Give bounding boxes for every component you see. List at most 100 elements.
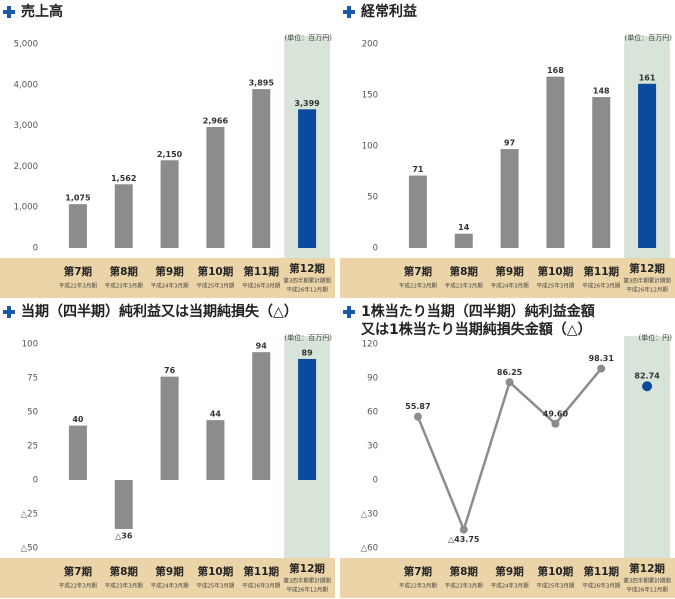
y-tick-label: 0 — [373, 244, 378, 254]
value-label: 97 — [504, 139, 515, 148]
x-tick-label: 第7期 — [64, 565, 92, 578]
x-tick-label: 第8期 — [110, 265, 138, 278]
x-tick-label: 第9期 — [495, 565, 523, 578]
x-tick-label: 第8期 — [450, 265, 478, 278]
point — [642, 381, 653, 392]
period-label: 平成25年3月期 — [536, 282, 574, 290]
period-label: 平成24年3月期 — [491, 282, 529, 290]
value-label: 168 — [547, 66, 564, 75]
chart-title: 売上高 — [21, 3, 63, 20]
y-tick-label: △25 — [21, 510, 38, 520]
x-tick-label: 第12期 — [289, 262, 325, 275]
point — [597, 364, 606, 373]
period-label: 平成25年3月期 — [196, 282, 234, 290]
point — [459, 525, 468, 534]
bar — [546, 76, 565, 248]
value-label: 161 — [639, 73, 656, 82]
x-tick-label: 第7期 — [404, 265, 432, 278]
period-label: 平成26年12月期 — [626, 586, 668, 594]
value-label: 89 — [302, 348, 314, 357]
period-note: 第3四半期累計期間 — [283, 577, 331, 585]
y-tick-label: 0 — [33, 244, 38, 254]
y-tick-label: 3,000 — [14, 121, 38, 131]
value-label: 94 — [256, 342, 268, 351]
bar — [114, 480, 133, 529]
bar — [638, 83, 657, 248]
period-label: 平成23年3月期 — [445, 282, 483, 290]
category-strip — [0, 558, 335, 598]
value-label: 82.74 — [634, 372, 660, 381]
x-tick-label: 第11期 — [583, 265, 619, 278]
period-label: 平成24年3月期 — [491, 582, 529, 590]
bar — [454, 233, 473, 248]
period-label: 平成23年3月期 — [105, 282, 143, 290]
x-tick-label: 第10期 — [198, 265, 234, 278]
title-icon-v — [7, 6, 11, 18]
y-tick-label: 75 — [27, 374, 38, 384]
y-tick-label: 2,000 — [14, 162, 38, 172]
y-tick-label: 120 — [362, 340, 378, 350]
y-tick-label: 100 — [362, 142, 378, 152]
value-label: 71 — [412, 165, 424, 174]
category-strip — [340, 558, 675, 598]
title-icon-v — [7, 306, 11, 318]
x-tick-label: 第9期 — [495, 265, 523, 278]
bar — [298, 358, 317, 480]
y-tick-label: △30 — [361, 510, 378, 520]
x-tick-label: 第9期 — [155, 565, 183, 578]
y-tick-label: 30 — [367, 442, 378, 452]
x-tick-label: 第12期 — [629, 562, 665, 575]
bar — [68, 425, 87, 480]
x-tick-label: 第7期 — [64, 265, 92, 278]
y-tick-label: 60 — [367, 408, 378, 418]
period-label: 平成23年3月期 — [105, 582, 143, 590]
value-label: 2,966 — [203, 116, 229, 125]
y-tick-label: 200 — [362, 40, 378, 50]
bar — [252, 89, 271, 248]
y-tick-label: 0 — [33, 476, 38, 486]
y-tick-label: 5,000 — [14, 40, 38, 50]
unit-label: (単位：百万円) — [625, 33, 673, 42]
bar — [298, 109, 317, 248]
period-label: 平成23年3月期 — [445, 582, 483, 590]
period-label: 平成26年3月期 — [582, 282, 620, 290]
bar — [252, 352, 271, 480]
category-strip — [0, 258, 335, 298]
unit-label: (単位：円) — [639, 333, 673, 342]
value-label: 1,562 — [111, 174, 136, 183]
chart-title: 当期（四半期）純利益又は当期純損失（△） — [21, 303, 298, 320]
value-label: 49.60 — [543, 409, 569, 418]
bar — [68, 204, 87, 248]
x-tick-label: 第10期 — [538, 565, 574, 578]
value-label: 3,895 — [249, 79, 275, 88]
y-tick-label: △60 — [361, 544, 378, 554]
bar — [500, 149, 519, 248]
value-label: 3,399 — [294, 99, 320, 108]
period-label: 平成22年3月期 — [399, 282, 437, 290]
x-tick-label: 第10期 — [198, 565, 234, 578]
y-tick-label: 0 — [373, 476, 378, 486]
period-label: 平成24年3月期 — [151, 282, 189, 290]
period-label: 平成22年3月期 — [59, 282, 97, 290]
value-label: 1,075 — [65, 194, 91, 203]
y-tick-label: 25 — [27, 442, 38, 452]
highlight-column — [624, 336, 670, 558]
value-label: 14 — [458, 223, 470, 232]
y-tick-label: 1,000 — [14, 203, 38, 213]
period-label: 平成25年3月期 — [196, 582, 234, 590]
title-icon-v — [347, 306, 351, 318]
y-tick-label: 150 — [362, 91, 378, 101]
y-tick-label: 90 — [367, 374, 378, 384]
period-note: 第3四半期累計期間 — [623, 577, 671, 585]
bar — [160, 160, 179, 248]
point — [413, 412, 422, 421]
value-label: 86.25 — [497, 368, 523, 377]
x-tick-label: 第10期 — [538, 265, 574, 278]
period-label: 平成26年12月期 — [286, 586, 328, 594]
value-label: △43.75 — [448, 535, 480, 544]
period-label: 平成26年12月期 — [286, 286, 328, 294]
x-tick-label: 第12期 — [629, 262, 665, 275]
point — [551, 419, 560, 428]
period-label: 平成24年3月期 — [151, 582, 189, 590]
bar — [114, 184, 133, 248]
